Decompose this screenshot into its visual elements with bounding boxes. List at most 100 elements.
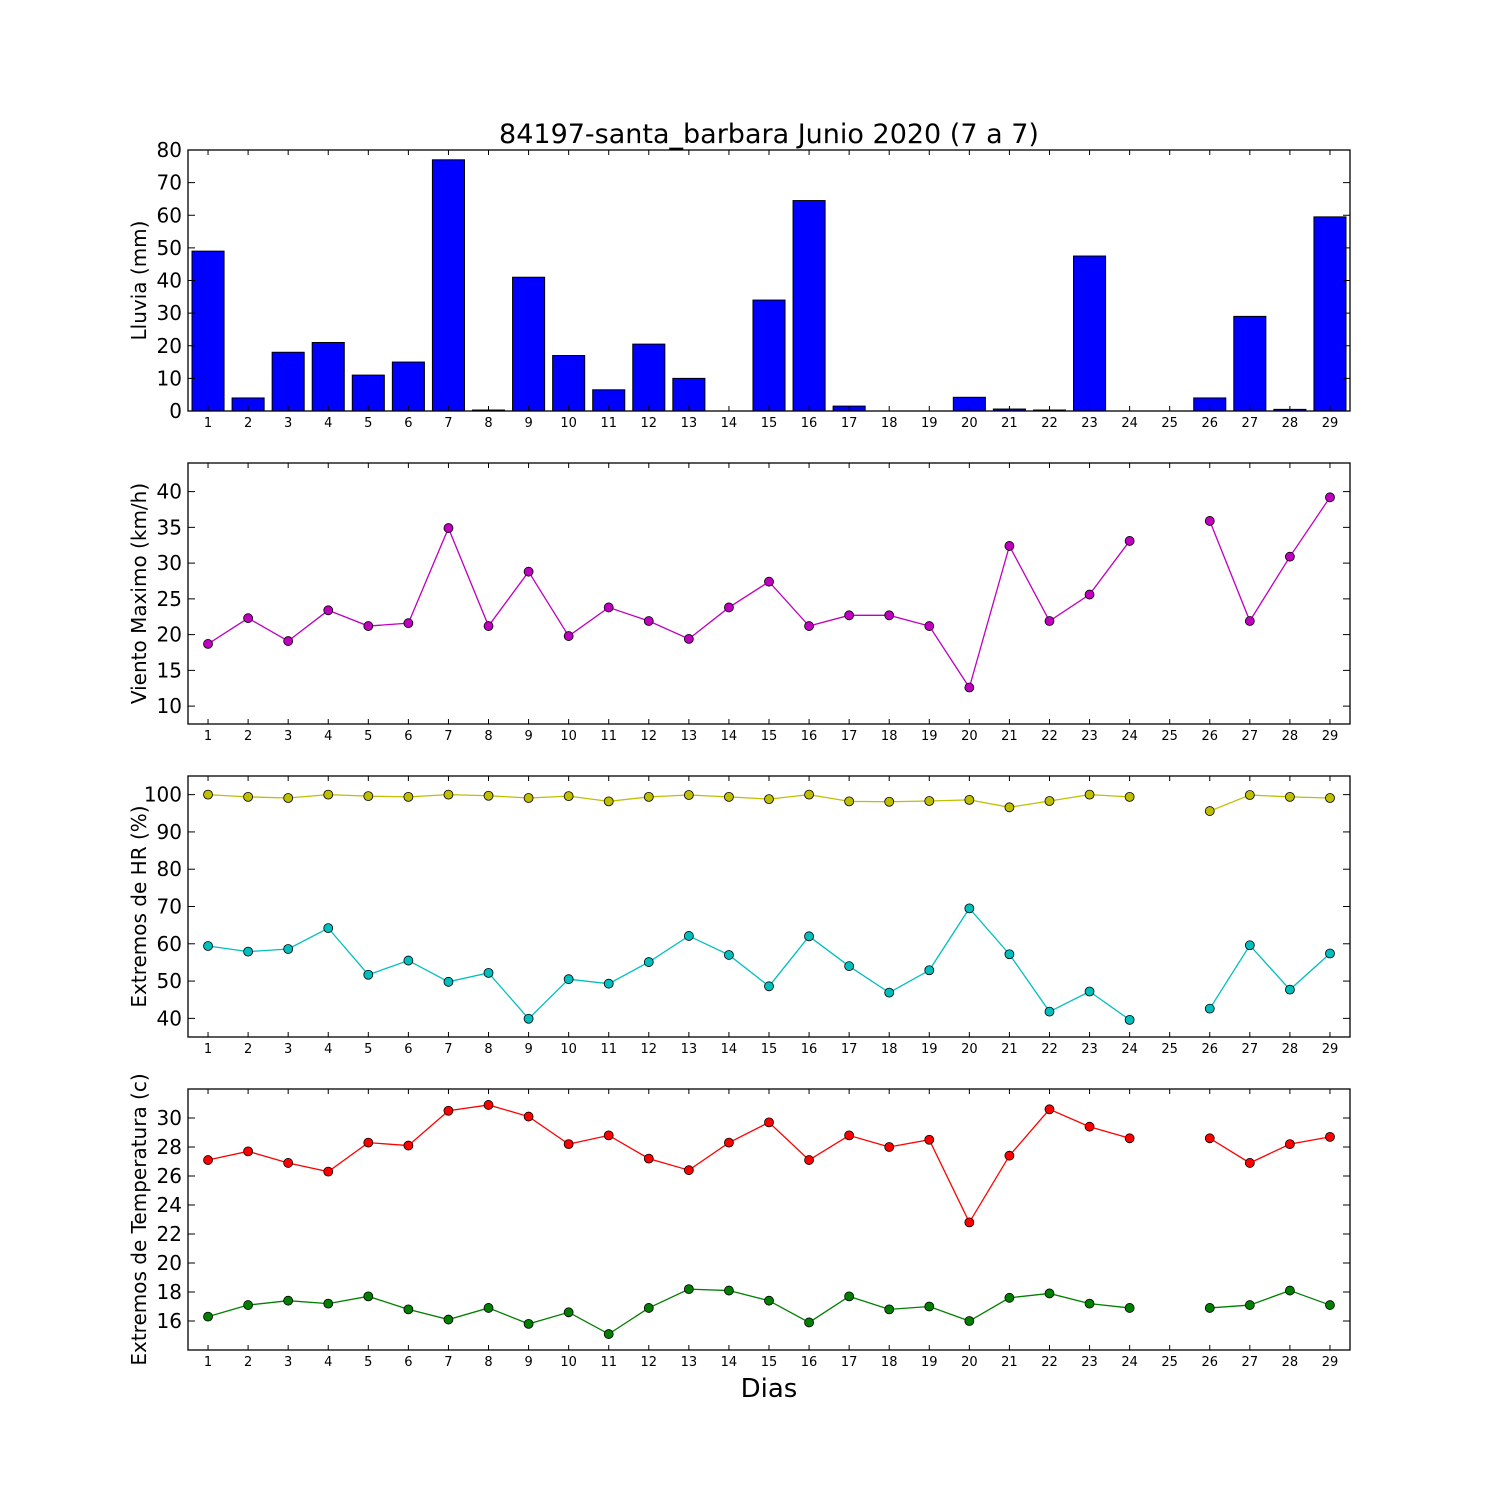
xtick-label: 19 (921, 416, 938, 431)
bar-day-15 (752, 299, 786, 412)
xtick-label: 29 (1322, 1355, 1339, 1370)
series-1-point-day-26 (1204, 806, 1215, 816)
xtick-label: 1 (204, 1042, 212, 1057)
xtick-label: 20 (961, 416, 978, 431)
ytick-label: 15 (157, 658, 182, 682)
series-1-point-day-16 (804, 621, 814, 631)
xtick-label: 1 (204, 729, 212, 744)
series-1-line-2 (1209, 1136, 1331, 1164)
bar-day-13 (672, 377, 706, 412)
series-1-point-day-24 (1124, 791, 1135, 802)
series-1-point-day-7 (443, 789, 454, 800)
xtick-label: 15 (761, 729, 778, 744)
series-1-point-day-9 (523, 1111, 534, 1122)
series-1-point-day-5 (363, 1137, 374, 1148)
xtick-label: 2 (244, 416, 252, 431)
xtick-label: 16 (801, 1355, 818, 1370)
xtick-label: 22 (1041, 416, 1058, 431)
series-1-point-day-19 (924, 621, 935, 631)
series-1-point-day-7 (443, 523, 454, 533)
xtick-label: 16 (801, 729, 818, 744)
series-1-point-day-19 (924, 1134, 935, 1145)
xtick-label: 20 (961, 729, 978, 744)
series-1-point-day-18 (884, 796, 895, 807)
series-1-point-day-14 (724, 791, 734, 802)
series-2-point-day-13 (683, 1284, 694, 1294)
series-2-point-day-13 (683, 931, 694, 941)
xtick-label: 17 (841, 1042, 858, 1057)
series-2-point-day-22 (1044, 1006, 1055, 1017)
xtick-label: 28 (1282, 416, 1299, 431)
series-1-point-day-20 (964, 794, 975, 805)
series-2-point-day-24 (1124, 1014, 1135, 1025)
plot-frame (187, 462, 1351, 725)
series-1-point-day-23 (1084, 589, 1095, 600)
ytick-label: 90 (157, 820, 182, 844)
xtick-label: 23 (1081, 729, 1098, 744)
xtick-label: 3 (284, 416, 292, 431)
xtick-label: 22 (1041, 1355, 1058, 1370)
series-1-point-day-21 (1004, 802, 1015, 813)
series-2-point-day-18 (884, 987, 895, 998)
ytick-label: 20 (157, 334, 182, 358)
series-1-point-day-2 (243, 1146, 254, 1157)
series-1-point-day-26 (1204, 1133, 1215, 1144)
series-1-point-day-11 (603, 1130, 614, 1141)
series-2-point-day-16 (804, 1317, 814, 1328)
series-2-point-day-22 (1044, 1288, 1055, 1299)
xtick-label: 24 (1121, 1355, 1138, 1370)
xtick-label: 27 (1242, 416, 1259, 431)
series-1-line-1 (207, 1104, 1130, 1224)
series-1-point-day-29 (1325, 1131, 1335, 1142)
xtick-label: 27 (1242, 1355, 1259, 1370)
xtick-label: 5 (364, 729, 372, 744)
series-1-point-day-27 (1244, 790, 1255, 800)
xtick-label: 15 (761, 1355, 778, 1370)
series-2-point-day-18 (884, 1304, 895, 1315)
series-1-point-day-10 (563, 1139, 574, 1149)
xtick-label: 17 (841, 729, 858, 744)
ytick-label: 10 (157, 366, 182, 390)
series-2-point-day-3 (283, 944, 294, 954)
series-2-line-2 (1209, 944, 1331, 1010)
series-2-point-day-4 (323, 1298, 334, 1309)
xtick-label: 8 (484, 1355, 492, 1370)
series-2-point-day-21 (1004, 1292, 1015, 1303)
xtick-label: 6 (404, 729, 412, 744)
series-2-point-day-1 (203, 941, 213, 951)
bar-day-12 (632, 343, 666, 412)
series-1-point-day-8 (483, 790, 494, 801)
series-1-point-day-12 (643, 791, 654, 802)
xtick-label: 26 (1201, 1042, 1218, 1057)
series-1-point-day-29 (1325, 793, 1335, 803)
series-1-point-day-23 (1084, 789, 1095, 800)
series-1-point-day-5 (363, 621, 374, 631)
series-1-point-day-27 (1244, 616, 1255, 626)
series-2-point-day-20 (964, 903, 975, 914)
ytick-label: 100 (144, 783, 182, 807)
xtick-label: 10 (560, 1355, 577, 1370)
xtick-label: 24 (1121, 416, 1138, 431)
xtick-label: 14 (721, 729, 738, 744)
series-1-point-day-3 (283, 793, 294, 803)
bar-day-6 (391, 361, 425, 412)
ytick-label: 80 (157, 857, 182, 881)
xtick-label: 13 (681, 729, 698, 744)
series-2-point-day-26 (1204, 1303, 1215, 1313)
xtick-label: 7 (444, 416, 452, 431)
series-2-point-day-12 (643, 957, 654, 967)
xtick-label: 4 (324, 729, 332, 744)
series-2-point-day-8 (483, 1303, 494, 1313)
xtick-label: 28 (1282, 1355, 1299, 1370)
series-1-line-1 (207, 526, 1131, 690)
xtick-label: 24 (1121, 729, 1138, 744)
xtick-label: 24 (1121, 1042, 1138, 1057)
xtick-label: 25 (1161, 1042, 1178, 1057)
y-axis-label: Extremos de Temperatura (c) (127, 1073, 151, 1365)
xtick-label: 7 (444, 1355, 452, 1370)
xtick-label: 11 (600, 1355, 617, 1370)
